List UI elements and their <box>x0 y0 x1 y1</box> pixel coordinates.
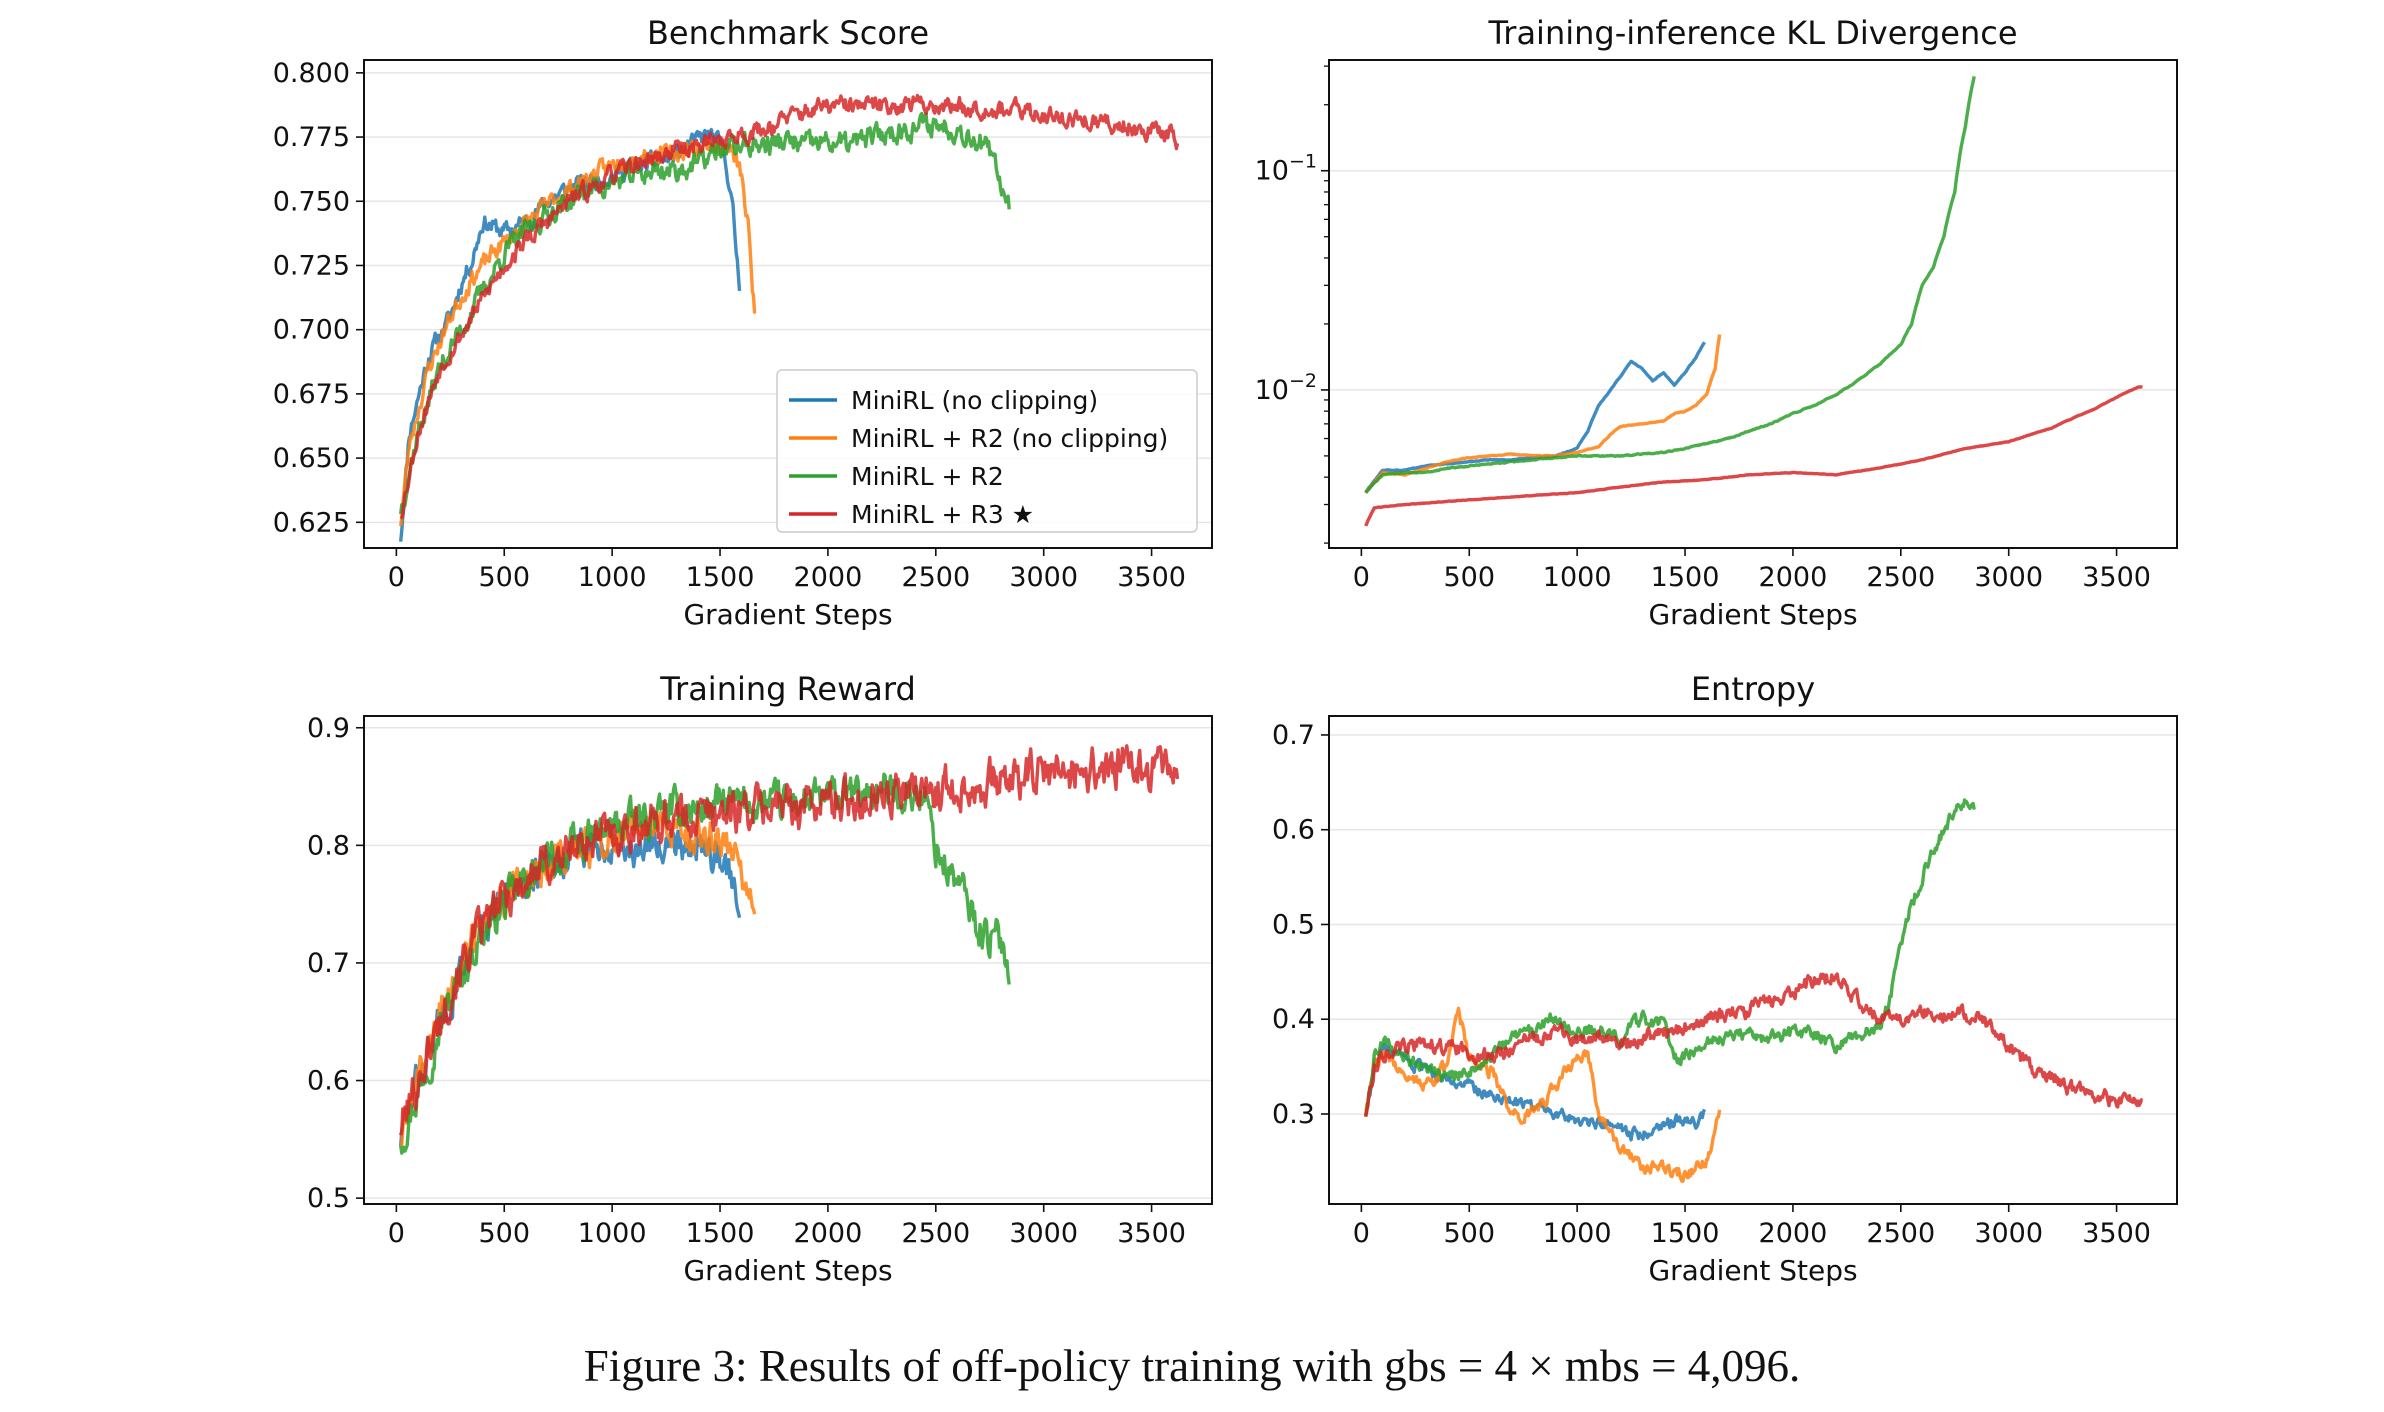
series-line-minirl-r3 <box>399 744 1180 1136</box>
x-tick-label: 1000 <box>1543 562 1612 593</box>
plot-frame <box>1328 715 2178 1205</box>
y-tick-label: 10−1 <box>1255 151 1317 187</box>
series-line-minirl-r2-no-clipping <box>1364 1006 1722 1183</box>
x-tick-label: 500 <box>478 562 530 593</box>
x-tick-label: 3500 <box>1117 1218 1186 1249</box>
series-line-minirl-r2 <box>1364 76 1976 494</box>
y-tick-label: 10−2 <box>1255 370 1317 406</box>
x-tick-label: 3500 <box>2082 1218 2151 1249</box>
panel-entropy: Entropy 0 500 1000 1500 2000 2500 3000 3500 Gradi… <box>1272 670 2178 1287</box>
series-line-minirl-r3 <box>399 93 1180 520</box>
x-tick-label: 2500 <box>901 1218 970 1249</box>
x-tick-label: 3000 <box>1974 562 2043 593</box>
y-tick-label: 0.8 <box>307 830 350 861</box>
series-group <box>399 93 1180 542</box>
x-tick-label: 3000 <box>1009 1218 1078 1249</box>
x-tick-label: 0 <box>1353 1218 1370 1249</box>
y-tick-label: 0.6 <box>307 1066 350 1097</box>
x-tick-label: 2000 <box>794 1218 863 1249</box>
panel-benchmark: Benchmark Score 0 500 1000 1500 2000 2500 3000 3… <box>273 14 1213 631</box>
y-tick-label: 0.725 <box>273 250 350 281</box>
y-tick-label: 0.650 <box>273 443 350 474</box>
y-tick-exponent: −2 <box>1289 370 1317 392</box>
y-tick-label: 0.5 <box>307 1183 350 1214</box>
x-tick-label: 3000 <box>1009 562 1078 593</box>
series-line-minirl-no-clipping <box>1364 1042 1707 1142</box>
x-tick-label: 500 <box>1443 562 1495 593</box>
plot-frame <box>363 59 1213 549</box>
legend-label: MiniRL + R2 <box>851 462 1004 491</box>
legend-frame <box>776 369 1198 533</box>
legend-label: MiniRL (no clipping) <box>851 386 1098 415</box>
x-tick-label: 0 <box>388 1218 405 1249</box>
panel-kl: Training-inference KL Divergence 0 500 1000… <box>1255 14 2178 631</box>
y-tick-label: 0.775 <box>273 122 350 153</box>
y-tick-label: 0.7 <box>1272 720 1315 751</box>
x-tick-label: 0 <box>1353 562 1370 593</box>
x-tick-label: 1000 <box>1543 1218 1612 1249</box>
x-tick-label: 1000 <box>578 1218 647 1249</box>
y-tick-label: 0.625 <box>273 507 350 538</box>
x-tick-label: 2500 <box>1866 562 1935 593</box>
x-tick-label: 2000 <box>1759 1218 1828 1249</box>
figure-caption: Figure 3: Results of off-policy training… <box>583 1341 1801 1391</box>
x-tick-label: 500 <box>1443 1218 1495 1249</box>
y-tick-label: 0.6 <box>1272 815 1315 846</box>
x-tick-label: 500 <box>478 1218 530 1249</box>
chart-title: Entropy <box>1691 670 1815 708</box>
plot-frame <box>1328 59 2178 549</box>
series-line-minirl-no-clipping <box>1364 341 1706 494</box>
chart-title: Benchmark Score <box>647 14 929 52</box>
x-tick-label: 0 <box>388 562 405 593</box>
y-tick-label: 0.5 <box>1272 909 1315 940</box>
y-tick-label: 0.800 <box>273 58 350 89</box>
series-line-minirl-r2 <box>1364 798 1976 1117</box>
series-line-minirl-r3 <box>1364 972 2144 1117</box>
series-line-minirl-r2-no-clipping <box>1364 334 1722 494</box>
x-tick-label: 1500 <box>1651 1218 1720 1249</box>
y-tick-label: 0.7 <box>307 948 350 979</box>
chart-title: Training Reward <box>659 670 916 708</box>
panel-reward: Training Reward 0 500 1000 1500 2000 2500 3000 3… <box>307 670 1213 1287</box>
x-tick-label: 1500 <box>686 562 755 593</box>
x-tick-label: 2000 <box>1759 562 1828 593</box>
x-axis-label: Gradient Steps <box>683 1254 892 1287</box>
series-line-minirl-r2 <box>399 111 1011 515</box>
x-tick-label: 2000 <box>794 562 863 593</box>
x-tick-label: 1500 <box>686 1218 755 1249</box>
chart-title: Training-inference KL Divergence <box>1487 14 2017 52</box>
y-tick-label: 0.750 <box>273 186 350 217</box>
y-tick-label: 0.3 <box>1272 1099 1315 1130</box>
x-axis-label: Gradient Steps <box>683 598 892 631</box>
x-axis-label: Gradient Steps <box>1648 1254 1857 1287</box>
y-tick-label: 0.675 <box>273 379 350 410</box>
x-tick-label: 3500 <box>1117 562 1186 593</box>
x-tick-label: 3500 <box>2082 562 2151 593</box>
chart-legend: MiniRL (no clipping) MiniRL + R2 (no clip… <box>776 369 1198 533</box>
series-line-minirl-r3 <box>1364 385 2144 527</box>
legend-label: MiniRL + R3 ★ <box>851 500 1034 529</box>
y-tick-label: 0.700 <box>273 315 350 346</box>
legend-label: MiniRL + R2 (no clipping) <box>851 424 1168 453</box>
y-tick-label: 0.4 <box>1272 1004 1315 1035</box>
series-group <box>1364 798 2144 1183</box>
series-group <box>1364 76 2144 527</box>
plot-frame <box>363 715 1213 1205</box>
x-tick-label: 2500 <box>1866 1218 1935 1249</box>
x-tick-label: 1000 <box>578 562 647 593</box>
y-tick-label: 0.9 <box>307 713 350 744</box>
x-axis-label: Gradient Steps <box>1648 598 1857 631</box>
x-tick-label: 3000 <box>1974 1218 2043 1249</box>
x-tick-label: 2500 <box>901 562 970 593</box>
series-group <box>399 744 1180 1155</box>
x-tick-label: 1500 <box>1651 562 1720 593</box>
y-tick-exponent: −1 <box>1289 151 1317 173</box>
